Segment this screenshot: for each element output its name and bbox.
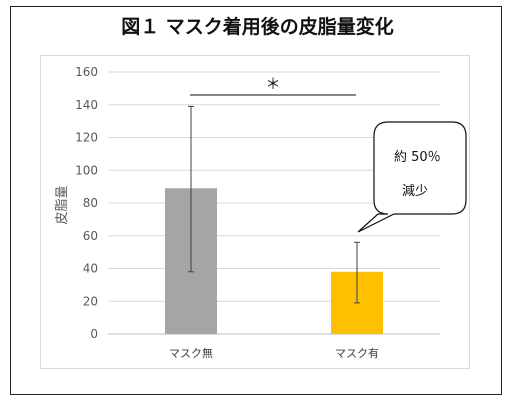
y-tick-label: 20 — [83, 294, 98, 308]
y-tick-label: 0 — [90, 327, 98, 341]
y-tick-label: 100 — [75, 163, 98, 177]
error-bars — [188, 105, 360, 304]
x-tick-labels: マスク無 マスク有 — [169, 346, 379, 360]
figure-frame — [10, 6, 502, 395]
y-axis-label: 皮脂量 — [55, 185, 70, 224]
x-tick-label: マスク無 — [169, 346, 213, 360]
y-tick-label: 80 — [83, 196, 98, 210]
significance-marker: ＊ — [265, 75, 280, 93]
y-tick-label: 140 — [75, 98, 98, 112]
callout-text-line2: 減少 — [402, 184, 429, 199]
y-tick-label: 60 — [83, 229, 98, 243]
y-tick-label: 160 — [75, 65, 98, 79]
plot-area-border — [40, 55, 470, 369]
callout-bubble — [357, 121, 467, 233]
x-tick-label: マスク有 — [335, 346, 379, 360]
bars — [165, 188, 383, 334]
significance-annotation: ＊ — [190, 75, 356, 96]
y-tick-label: 120 — [75, 131, 98, 145]
chart-title: 図１ マスク着用後の皮脂量変化 — [121, 16, 394, 38]
y-tick-label: 40 — [83, 262, 98, 276]
y-tick-labels: 0 20 40 60 80 100 120 140 160 — [75, 65, 98, 341]
callout-text-line1: 約 50％ — [394, 150, 441, 165]
